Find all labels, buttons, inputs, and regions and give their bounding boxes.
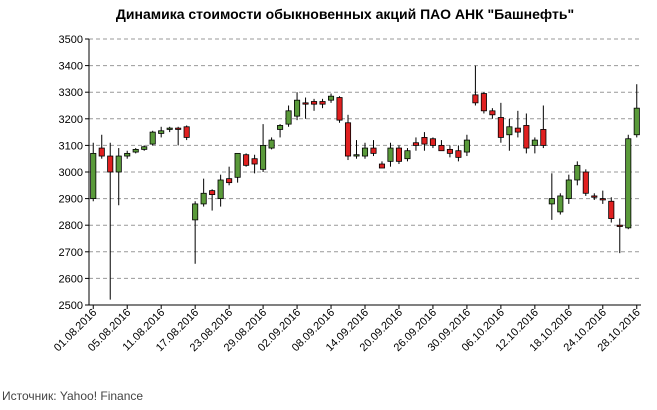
candle-body-up (294, 99, 301, 117)
candle-body-up (260, 144, 267, 170)
candle-body-up (268, 139, 275, 149)
candle-body-up (463, 139, 470, 153)
y-tick-label: 3100 (59, 140, 83, 152)
candle-body-down (319, 101, 326, 105)
candle-body-up (200, 192, 207, 205)
candle-body-down (226, 178, 233, 184)
chart-title: Динамика стоимости обыкновенных акций ПА… (115, 6, 575, 22)
candle-body-down (175, 127, 182, 130)
candle-body-down (302, 102, 309, 105)
y-tick-label: 3200 (59, 114, 83, 126)
candle-body-up (115, 155, 122, 173)
candle-body-up (404, 150, 411, 160)
candle-body-up (124, 152, 131, 157)
candle-body-down (591, 195, 598, 198)
y-tick-label: 3300 (59, 87, 83, 99)
candle-body-up (285, 110, 292, 125)
candle-body-up (327, 95, 335, 101)
candle-body-down (370, 147, 377, 154)
candle-body-down (429, 138, 436, 146)
candle-body-up (574, 164, 581, 181)
candle-body-down (472, 94, 479, 104)
candles (90, 65, 640, 300)
candle-body-down (582, 171, 589, 194)
candle-body-down (438, 144, 445, 152)
candle-body-up (353, 154, 360, 157)
candle-body-down (412, 142, 419, 146)
candle-body-down (243, 154, 250, 166)
candle-body-down (336, 97, 343, 121)
candle-body-up (531, 139, 538, 146)
candle-body-down (497, 117, 504, 138)
candle-body-down (523, 125, 530, 149)
candle-body-up (166, 127, 173, 130)
candle-body-down (311, 101, 318, 105)
y-tick-label: 2600 (59, 273, 83, 285)
candle-body-down (378, 163, 386, 169)
candle-body-up (90, 152, 97, 200)
candle-body-down (480, 93, 487, 112)
candle-body-up (234, 152, 241, 178)
y-tick-label: 2700 (59, 247, 83, 259)
candle-body-down (98, 147, 105, 157)
candle-body-up (192, 203, 199, 221)
source-note: Источник: Yahoo! Finance (2, 389, 144, 403)
candle-body-down (344, 122, 352, 157)
candle-body-up (625, 138, 632, 229)
candle-body-up (149, 131, 156, 145)
y-tick-labels: 2500 2600 2700 2800 2900 3000 3100 3200 3300 3400… (59, 34, 83, 312)
candle-body-up (277, 125, 284, 130)
candle-body-up (565, 179, 572, 199)
x-tick-labels: 01.08.201605.08.201611.08.201617.08.2016… (52, 307, 643, 354)
candle-body-up (217, 179, 224, 199)
candle-body-up (158, 130, 165, 134)
y-tick-label: 2800 (59, 220, 83, 232)
candle-body-down (616, 224, 623, 227)
y-tick-label: 3000 (59, 167, 83, 179)
candle-body-down (514, 127, 521, 133)
candle-body-down (608, 200, 615, 219)
y-tick-label: 2900 (59, 194, 83, 206)
y-tick-label: 2500 (59, 300, 83, 312)
candle-body-up (361, 147, 369, 157)
candle-body-up (633, 107, 640, 136)
y-tick-label: 3400 (59, 61, 83, 73)
y-tick-label: 3500 (59, 34, 83, 46)
candle-body-down (107, 155, 114, 173)
candle-body-down (489, 110, 496, 116)
candle-body-down (540, 129, 547, 146)
candle-body-up (132, 148, 139, 153)
candle-body-down (446, 148, 453, 154)
candle-body-up (387, 147, 394, 162)
candle-body-down (183, 126, 190, 138)
candle-body-up (557, 195, 564, 213)
candle-body-up (548, 198, 555, 205)
candle-body-down (455, 150, 462, 158)
candle-body-down (421, 137, 428, 145)
axes (85, 38, 641, 309)
candle-body-up (141, 146, 148, 150)
candle-body-up (506, 126, 513, 136)
candle-body-down (395, 147, 403, 162)
candle-body-down (209, 190, 216, 196)
candle-body-down (599, 198, 606, 201)
candle-body-down (251, 158, 258, 165)
